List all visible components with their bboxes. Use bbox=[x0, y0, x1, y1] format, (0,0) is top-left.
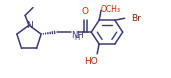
Text: NH: NH bbox=[72, 31, 84, 40]
Text: H: H bbox=[74, 35, 79, 41]
Text: HO: HO bbox=[84, 57, 98, 66]
Text: OCH₃: OCH₃ bbox=[101, 5, 121, 14]
Text: O: O bbox=[82, 7, 89, 16]
Text: N: N bbox=[26, 21, 32, 30]
Text: Br: Br bbox=[131, 14, 141, 23]
